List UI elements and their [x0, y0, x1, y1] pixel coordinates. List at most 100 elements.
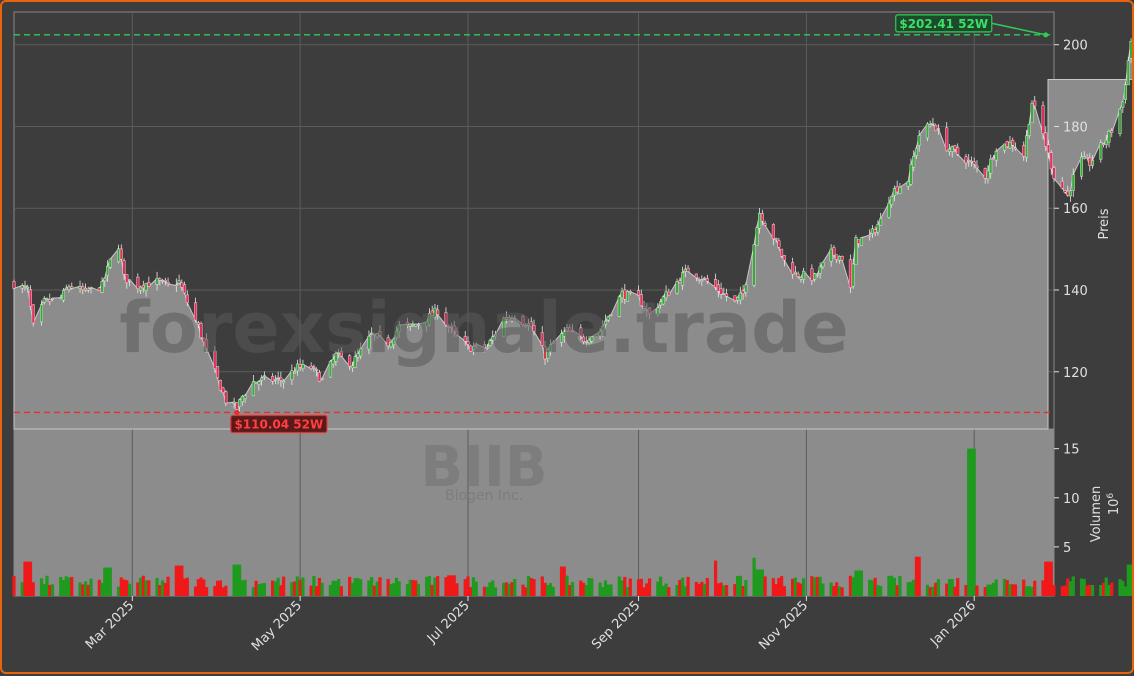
volume-bar [609, 584, 613, 596]
volume-bar [645, 583, 649, 596]
volume-bar [59, 576, 63, 596]
volume-bar [337, 579, 341, 596]
ticker-watermark: BIIB [420, 435, 547, 500]
candle-body [604, 320, 608, 325]
volume-bar [375, 581, 379, 596]
candle-body [590, 336, 594, 342]
volume-bar [813, 577, 817, 596]
candle-body [183, 284, 187, 294]
candle-body [813, 273, 817, 280]
candle-body [587, 339, 591, 344]
x-tick-label: Mar 2025 [83, 598, 137, 652]
volume-bar [568, 585, 572, 596]
volume-bar [20, 582, 24, 596]
volume-bar [1033, 580, 1037, 596]
candle-body [945, 127, 949, 151]
volume-bar [543, 582, 547, 596]
volume-bar [386, 578, 390, 596]
volume-bar [780, 576, 784, 596]
volume-bar [755, 569, 759, 596]
candle-body [1069, 190, 1073, 197]
volume-bar [661, 585, 665, 596]
candle-body [1085, 157, 1089, 159]
volume-panel-background [13, 428, 1055, 597]
volume-bar [617, 576, 621, 596]
volume-bar [436, 576, 440, 596]
volume-bar [370, 576, 374, 596]
volume-bar [928, 587, 932, 596]
volume-bar [433, 577, 437, 596]
volume-bars [12, 448, 1133, 596]
candle-body [601, 326, 605, 331]
volume-bar [408, 579, 412, 596]
volume-bar [504, 582, 509, 596]
volume-bar [312, 575, 316, 596]
volume-bar [45, 575, 49, 596]
volume-bar [271, 580, 275, 596]
candle-body [579, 327, 583, 336]
volume-bar [1085, 585, 1089, 596]
volume-bar [818, 576, 822, 596]
volume-bar [260, 583, 264, 596]
candle-body [879, 218, 883, 226]
volume-bar [686, 576, 690, 596]
candle-body [78, 286, 82, 289]
candle-body [912, 156, 916, 168]
volume-bar [887, 575, 891, 596]
volume-bar [991, 582, 996, 596]
candle-body [642, 306, 646, 309]
volume-bar [243, 579, 247, 596]
volume-tick-label: 15 [1063, 443, 1080, 458]
candle-body [488, 340, 492, 346]
candle-body [108, 258, 112, 268]
candle-body [870, 228, 874, 234]
volume-bar [293, 581, 297, 596]
volume-bar [758, 569, 762, 596]
volume-bar [452, 575, 456, 596]
candle-body [106, 265, 110, 277]
volume-bar [116, 586, 121, 596]
volume-bar [967, 448, 971, 596]
volume-bar [744, 580, 748, 596]
candle-body [887, 202, 891, 218]
candle-body [471, 346, 475, 350]
candle-body [119, 248, 123, 260]
volume-bar [449, 575, 454, 596]
candle-body [983, 168, 987, 179]
volume-bar [945, 583, 949, 596]
candle-body [392, 338, 396, 346]
volume-bar [994, 579, 998, 596]
candle-body [257, 381, 261, 385]
volume-bar [466, 576, 470, 596]
volume-bar [125, 580, 129, 596]
candle-body [686, 267, 690, 272]
candle-body [972, 161, 976, 165]
candle-body [950, 146, 954, 152]
volume-bar [892, 577, 897, 596]
volume-bar [240, 580, 244, 596]
volume-bar [392, 583, 396, 596]
volume-bar [204, 587, 209, 596]
volume-bar [625, 587, 630, 596]
volume-bar [925, 584, 930, 596]
candle-body [829, 248, 833, 262]
volume-bar [793, 577, 797, 596]
candle-body [334, 352, 338, 362]
company-watermark: Biogen Inc. [445, 488, 523, 504]
low-52w-label-box [230, 414, 328, 434]
volume-bar [713, 560, 718, 596]
volume-bar [906, 582, 910, 596]
candle-body [84, 287, 88, 291]
volume-bar [898, 575, 902, 596]
volume-bar [584, 584, 588, 596]
volume-bar [350, 582, 355, 596]
candle-body [1080, 156, 1084, 177]
volume-bar [42, 584, 46, 596]
candle-body [1071, 174, 1075, 191]
candle-body [777, 240, 781, 248]
volume-bar [829, 582, 833, 596]
volume-bar [859, 570, 864, 596]
volume-bar [579, 580, 583, 596]
candle-body [367, 335, 371, 350]
volume-bar [166, 576, 170, 596]
